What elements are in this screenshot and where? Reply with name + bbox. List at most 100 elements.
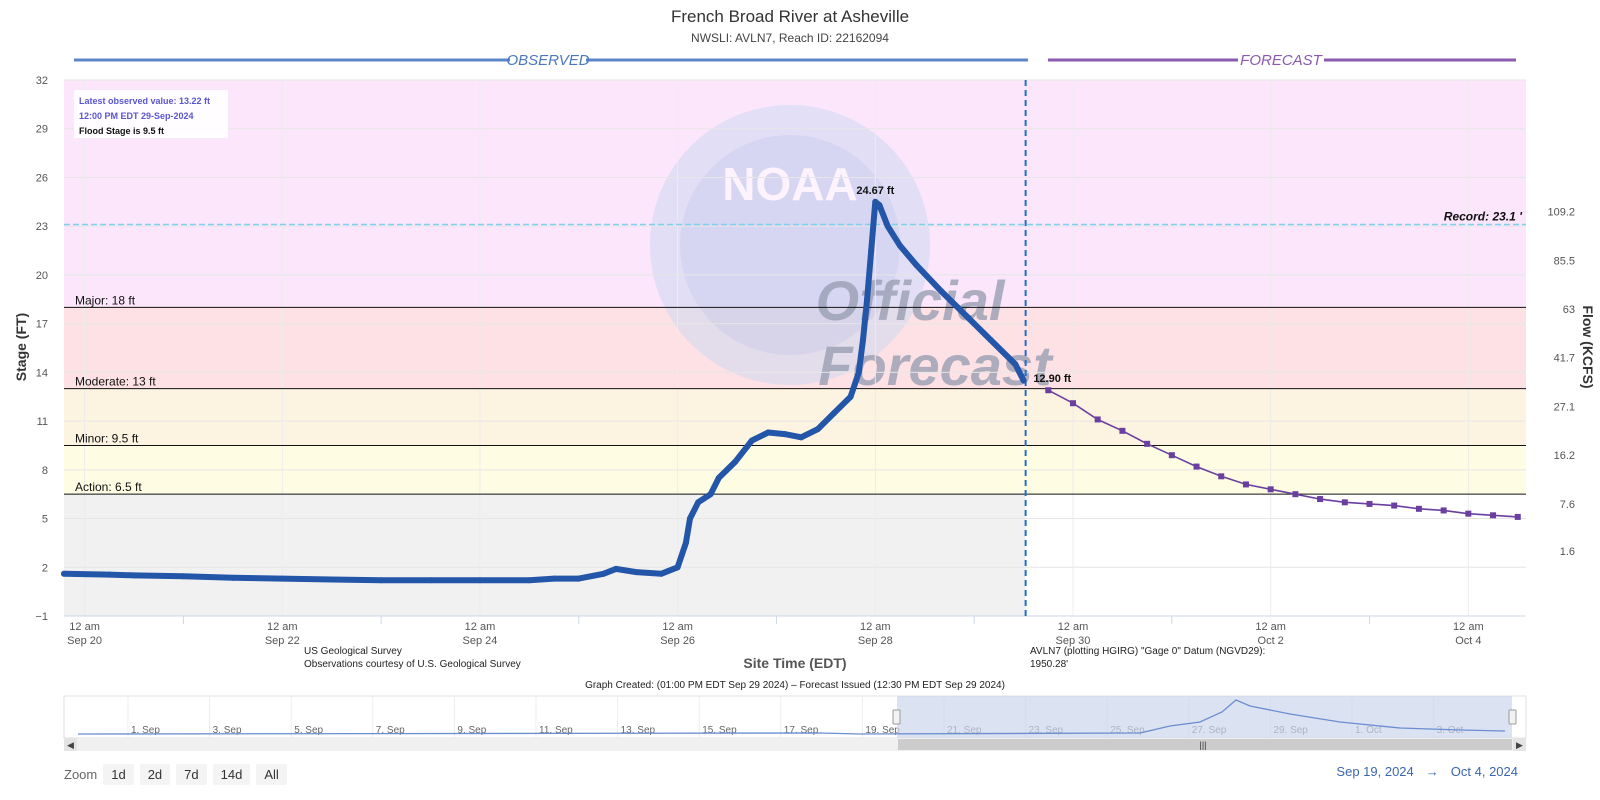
- range-from[interactable]: Sep 19, 2024: [1336, 764, 1414, 779]
- x-tick-date: Sep 20: [67, 635, 102, 647]
- x-tick-label: 12 am: [267, 621, 298, 633]
- scroll-left-button[interactable]: [64, 738, 77, 751]
- range-to[interactable]: Oct 4, 2024: [1450, 764, 1518, 779]
- forecast-label-bg: [1238, 50, 1324, 68]
- y2-tick-label: 1.6: [1560, 546, 1575, 558]
- threshold-label-action: Action: 6.5 ft: [75, 480, 142, 494]
- x-tick-date: Sep 26: [660, 635, 695, 647]
- y-tick-label: 2: [42, 562, 48, 574]
- forecast-point: [1242, 481, 1249, 488]
- y2-tick-label: 16.2: [1554, 450, 1575, 462]
- observed-point: [864, 296, 871, 303]
- y-tick-label: 26: [36, 172, 48, 184]
- x-tick-date: Oct 4: [1455, 635, 1481, 647]
- threshold-label-minor: Minor: 9.5 ft: [75, 431, 139, 445]
- zoom-2d-button[interactable]: 2d: [139, 764, 171, 785]
- x-tick-date: Oct 2: [1258, 635, 1284, 647]
- zoom-controls: Zoom 1d 2d 7d 14d All: [64, 764, 287, 785]
- observed-point: [855, 369, 862, 376]
- observed-point: [814, 426, 821, 433]
- navigator-series: [77, 699, 1506, 735]
- navigator-selection[interactable]: [897, 696, 1512, 738]
- forecast-label: FORECAST: [1240, 52, 1324, 69]
- observed-point: [913, 262, 920, 269]
- credit-usgs-obs: Observations courtesy of U.S. Geological…: [304, 659, 521, 670]
- x-tick-label: 12 am: [465, 621, 496, 633]
- datum-value: 1950.28': [1030, 659, 1068, 670]
- info-flood-stage: Flood Stage is 9.5 ft: [79, 126, 164, 136]
- scroll-right-button[interactable]: [1513, 738, 1526, 751]
- navigator-date-label: 11. Sep: [539, 725, 573, 736]
- y-tick-label: 29: [36, 124, 48, 136]
- x-tick-label: 12 am: [1058, 621, 1089, 633]
- forecast-point: [1514, 513, 1521, 520]
- observed-point: [831, 409, 838, 416]
- navigator-date-label: 5. Sep: [294, 725, 323, 736]
- observed-point: [765, 429, 772, 436]
- observed-point: [476, 577, 483, 584]
- forecast-point: [1069, 400, 1076, 407]
- chart-title: French Broad River at Asheville: [671, 7, 909, 26]
- y2-axis-title: Flow (KCFS): [1580, 305, 1596, 388]
- navigator-handle-right[interactable]: [1508, 709, 1517, 725]
- observed-point: [748, 437, 755, 444]
- observed-point: [61, 570, 67, 577]
- x-tick-label: 12 am: [860, 621, 891, 633]
- forecast-point: [1415, 505, 1422, 512]
- x-tick-date: Sep 24: [463, 635, 498, 647]
- observed-point: [106, 571, 113, 578]
- observed-point: [180, 573, 187, 580]
- forecast-start-label: 12.90 ft: [1033, 373, 1071, 385]
- x-axis-title: Site Time (EDT): [743, 655, 846, 671]
- watermark-official: Official: [816, 269, 1006, 332]
- observed-point: [938, 288, 945, 295]
- observed-point: [1020, 377, 1027, 384]
- x-tick-label: 12 am: [662, 621, 693, 633]
- datum-note: AVLN7 (plotting HGIRG) "Gage 0" Datum (N…: [1030, 646, 1265, 657]
- observed-point: [674, 564, 681, 571]
- navigator-date-label: 17. Sep: [784, 725, 819, 736]
- forecast-point: [1218, 473, 1225, 480]
- forecast-point: [1391, 502, 1398, 509]
- forecast-point: [1341, 499, 1348, 506]
- navigator-date-label: 13. Sep: [621, 725, 656, 736]
- observed-point: [695, 499, 702, 506]
- zoom-14d-button[interactable]: 14d: [212, 764, 251, 785]
- scrollbar-thumb[interactable]: [898, 739, 1512, 750]
- navigator-date-label: 3. Sep: [213, 725, 242, 736]
- navigator-date-label: 15. Sep: [702, 725, 737, 736]
- date-range: Sep 19, 2024 → Oct 4, 2024: [1336, 764, 1518, 779]
- scroll-right-icon: ▶: [1516, 740, 1523, 750]
- y2-tick-label: 41.7: [1554, 353, 1575, 365]
- observed-point: [1012, 361, 1019, 368]
- y-tick-label: 20: [36, 270, 48, 282]
- y-tick-label: 5: [42, 514, 48, 526]
- zoom-1d-button[interactable]: 1d: [103, 764, 134, 785]
- observed-point: [526, 577, 533, 584]
- y-tick-label: 11: [37, 416, 48, 428]
- observed-point: [876, 202, 883, 209]
- y2-tick-label: 109.2: [1547, 207, 1575, 219]
- observed-point: [682, 539, 689, 546]
- forecast-point: [1267, 486, 1274, 493]
- graph-created-note: Graph Created: (01:00 PM EDT Sep 29 2024…: [585, 680, 1005, 691]
- x-tick-date: Sep 22: [265, 635, 300, 647]
- noaa-logo-disc: [680, 135, 900, 355]
- y2-tick-label: 27.1: [1554, 401, 1575, 413]
- zoom-7d-button[interactable]: 7d: [176, 764, 207, 785]
- forecast-point: [1168, 452, 1175, 459]
- observed-point: [686, 515, 693, 522]
- observed-point: [658, 570, 665, 577]
- zoom-all-button[interactable]: All: [256, 764, 287, 785]
- zoom-label: Zoom: [64, 767, 98, 782]
- navigator-date-label: 1. Sep: [131, 725, 160, 736]
- y-tick-label: −1: [35, 611, 48, 623]
- forecast-point: [1366, 500, 1373, 507]
- y-tick-label: 8: [42, 465, 48, 477]
- observed-point: [868, 247, 875, 254]
- y-tick-label: 17: [36, 319, 48, 331]
- forecast-point: [1094, 416, 1101, 423]
- y-axis-title: Stage (FT): [13, 313, 29, 381]
- navigator-handle-left[interactable]: [892, 709, 901, 725]
